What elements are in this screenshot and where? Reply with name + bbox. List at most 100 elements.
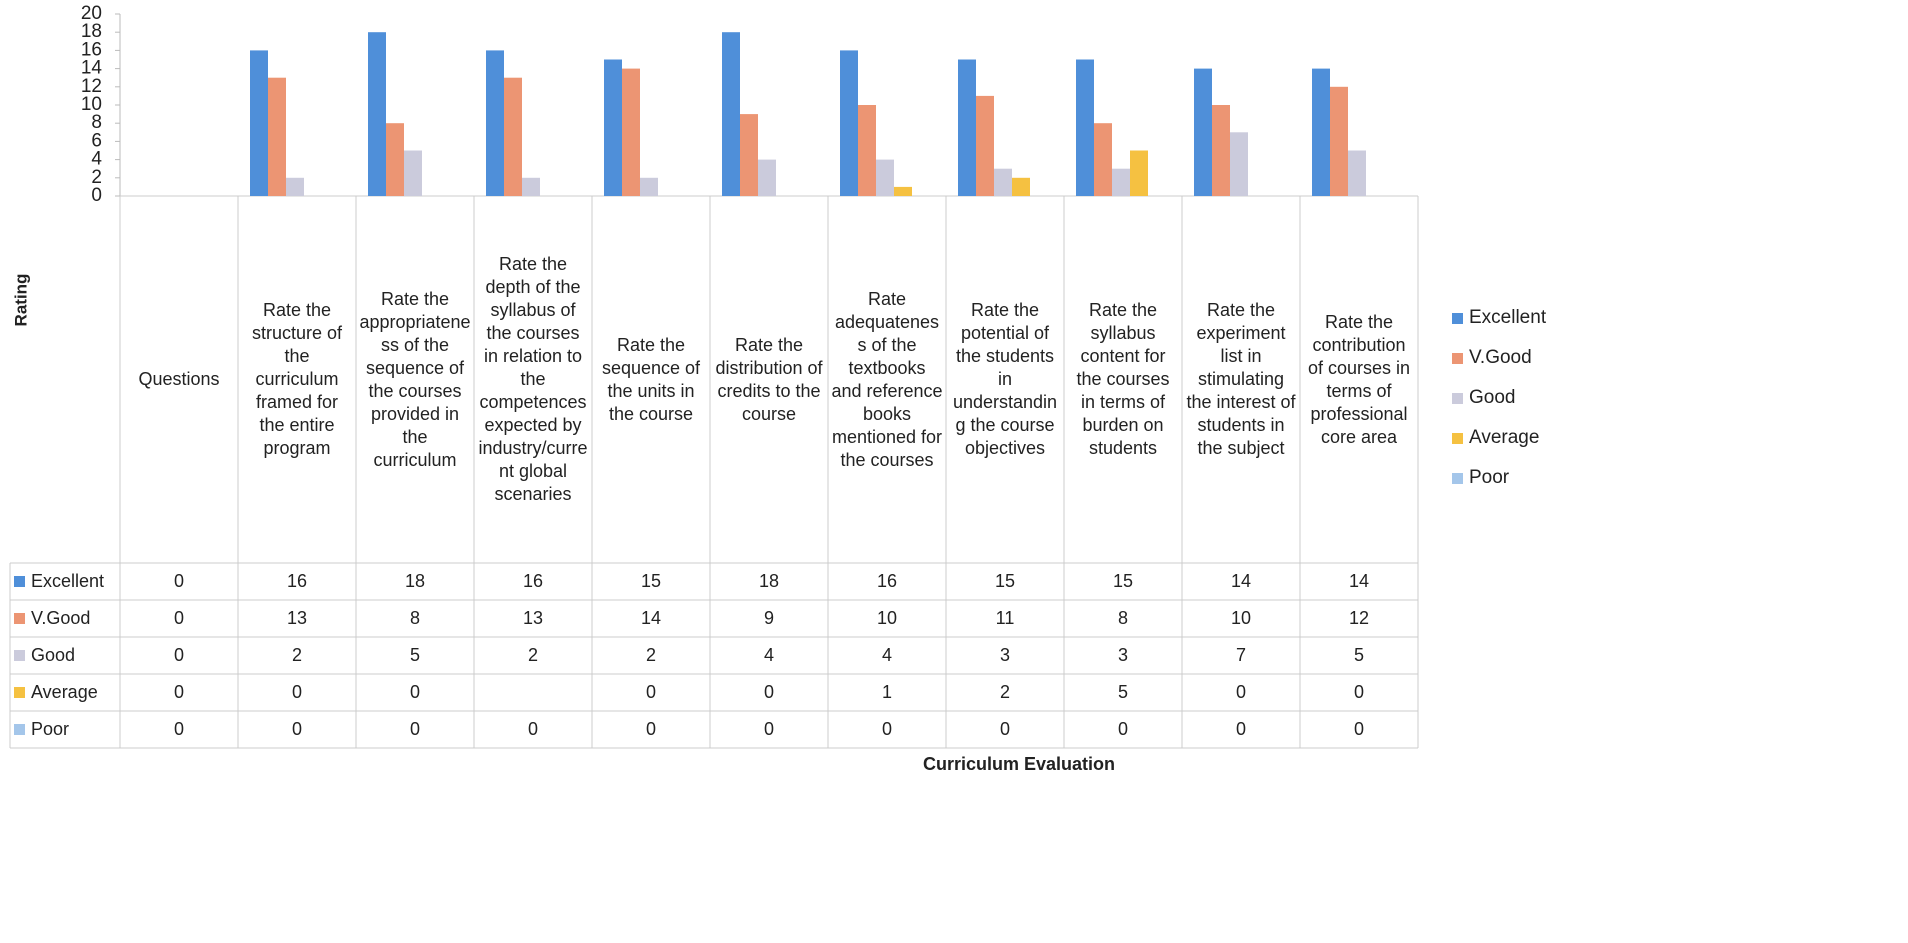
table-cell: 18 [404,571,426,591]
table-cell: 0 [291,719,302,739]
bar [386,123,404,196]
bar [368,32,386,197]
legend-entry: Average [1452,423,1539,453]
row-name: V.Good [1469,347,1532,368]
legend-swatch [14,576,25,587]
table-cell: 0 [645,682,656,702]
chart-title: Curriculum Evaluation [922,754,1116,774]
bar [722,32,740,197]
table-cell: 0 [1353,682,1364,702]
legend-swatch [14,724,25,735]
y-axis-label: Rating [11,274,30,327]
bar [486,50,504,197]
category-label: Rate the appropriateness of the sequence… [359,288,471,470]
legend-swatch [14,650,25,661]
table-cell: 0 [173,571,184,591]
bar [286,177,304,196]
row-name: Poor [1469,467,1510,488]
y-tick-label: 14 [81,58,103,79]
table-cell: 3 [999,645,1010,665]
table-cell: 0 [1235,682,1246,702]
table-cell: 9 [763,608,774,628]
category-label: Rate the depth of the syllabus of the co… [478,254,588,504]
table-cell: 0 [173,608,184,628]
table-cell: 14 [1348,571,1370,591]
table-cell: 13 [522,608,544,628]
table-cell: 0 [763,682,774,702]
y-tick-label: 16 [81,39,102,60]
table-cell: 0 [1117,719,1128,739]
bar [958,59,976,196]
category-label: Rate the sequence of the units in the co… [601,334,701,424]
legend-swatch [1452,432,1463,444]
bar [994,168,1012,196]
bar [894,186,912,196]
row-header: Average [14,674,98,711]
table-cell: 5 [1117,682,1128,702]
table-cell: 0 [645,719,656,739]
row-name: V.Good [31,608,91,628]
table-cell: 14 [1230,571,1252,591]
row-name: Excellent [1469,307,1547,328]
table-cell: 2 [645,645,656,665]
bar [1212,105,1230,196]
table-cell: 0 [173,682,184,702]
y-tick-label: 18 [81,21,102,42]
category-label: Rate the structure of the curriculum fra… [251,300,343,458]
table-cell: 5 [1353,645,1364,665]
row-name: Good [1469,387,1516,408]
table-cell: 2 [527,645,538,665]
table-cell: 11 [995,608,1015,628]
legend-entry: V.Good [1452,343,1532,373]
category-label: Questions [138,369,220,389]
table-cell: 0 [409,719,420,739]
y-tick-label: 2 [91,167,102,188]
bar [876,159,894,196]
y-tick-label: 4 [91,149,102,170]
y-tick-label: 20 [81,3,102,24]
legend-swatch [14,687,25,698]
category-label: Rate the distribution of credits to the … [715,334,823,424]
row-name: Average [31,682,98,702]
row-name: Poor [31,719,70,739]
table-cell: 8 [1117,608,1128,628]
table-cell: 14 [640,608,662,628]
legend-entry: Good [1452,383,1515,413]
bar [250,50,268,197]
y-tick-label: 8 [91,112,102,133]
table-cell: 15 [640,571,662,591]
table-cell: 0 [409,682,420,702]
bar [740,114,758,196]
table-cell: 0 [1353,719,1364,739]
table-cell: 18 [758,571,780,591]
bar [758,159,776,196]
legend-swatch [1452,312,1463,324]
table-cell: 1 [881,682,892,702]
table-cell: 0 [999,719,1010,739]
y-tick-label: 12 [81,76,102,97]
table-cell: 10 [1230,608,1252,628]
table-cell: 0 [881,719,892,739]
bar [1094,123,1112,196]
bar [522,177,540,196]
y-tick-label: 0 [91,185,102,206]
table-cell: 4 [763,645,774,665]
table-cell: 10 [876,608,898,628]
bar [1312,68,1330,196]
row-header: Excellent [14,563,104,600]
legend-swatch [1452,392,1463,404]
bar [504,77,522,196]
bar [604,59,622,196]
legend-entry: Excellent [1452,303,1546,333]
table-cell: 0 [173,645,184,665]
row-name: Good [31,645,76,665]
row-name: Average [1469,427,1540,448]
category-label: Rate the experiment list in stimulating … [1186,300,1296,458]
table-cell: 15 [994,571,1016,591]
bar [1130,150,1148,196]
table-cell: 7 [1235,645,1246,665]
legend-swatch [14,613,25,624]
y-tick-label: 10 [81,94,102,115]
category-label: Rate the potential of the students in un… [952,300,1058,458]
